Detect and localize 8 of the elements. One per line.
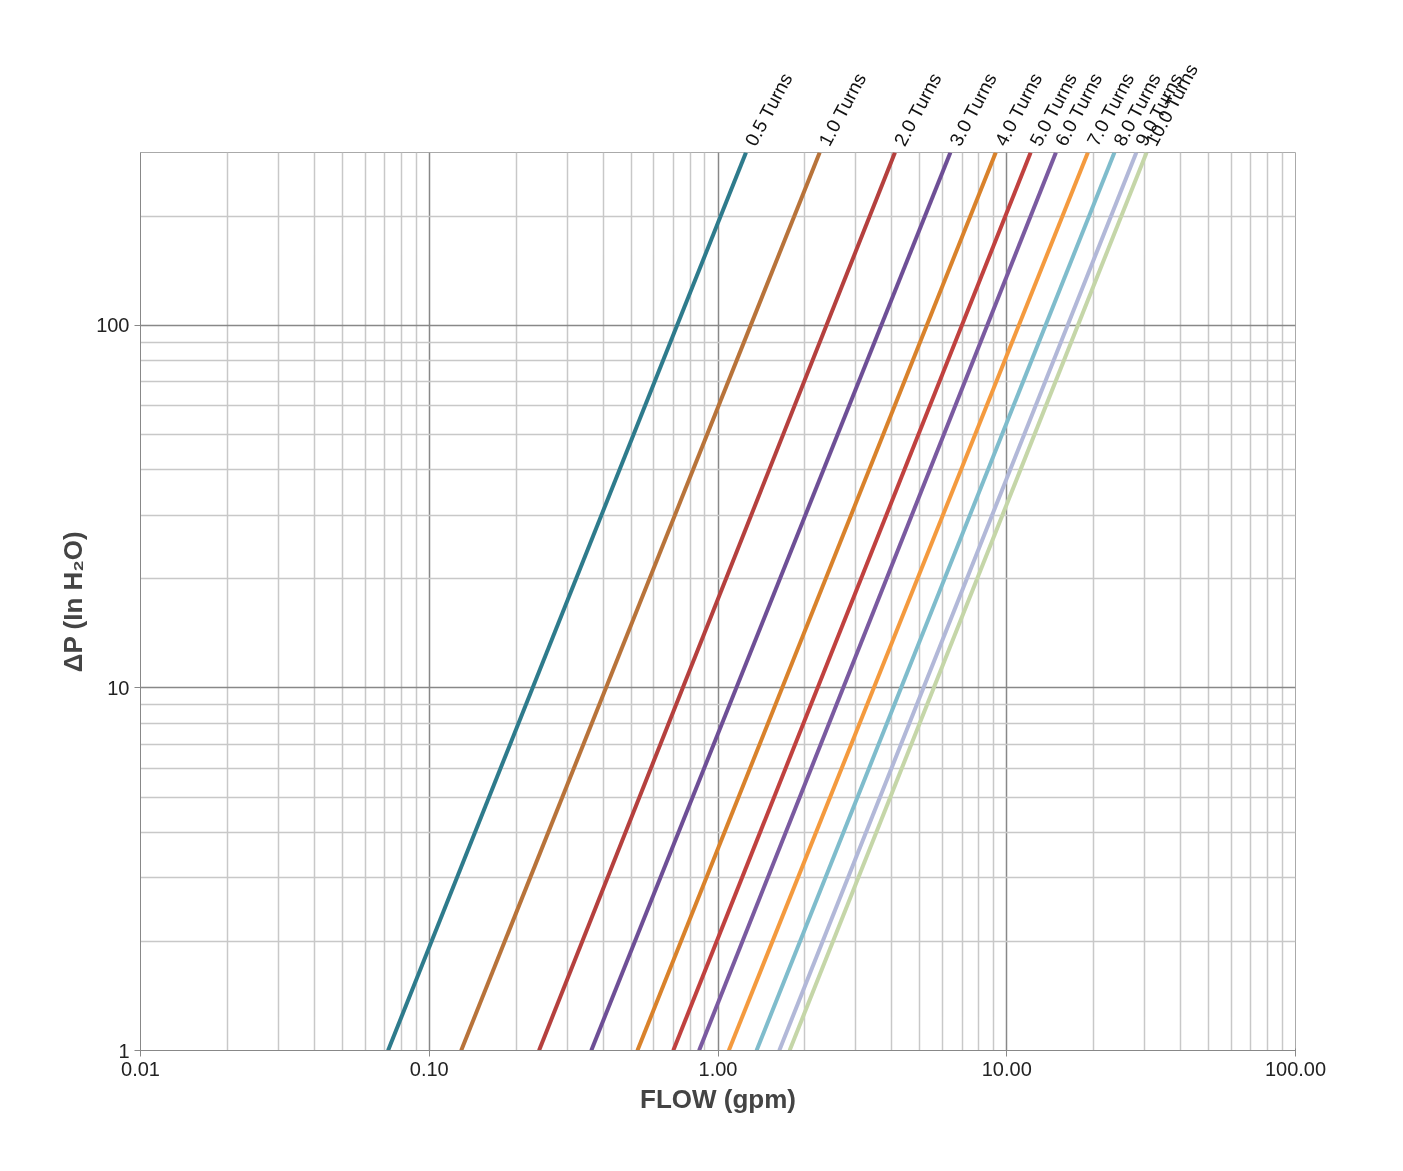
x-tick-label: 1.00: [698, 1057, 738, 1080]
y-tick-label: 10: [107, 676, 130, 699]
y-tick-label: 100: [96, 314, 130, 337]
x-tick-label: 100.00: [1264, 1057, 1327, 1080]
x-axis-title: FLOW (gpm): [640, 1083, 796, 1114]
y-axis-title: ΔP (In H₂O): [58, 531, 89, 673]
x-tick-label: 0.10: [409, 1057, 449, 1080]
x-tick-label: 10.00: [981, 1057, 1032, 1080]
